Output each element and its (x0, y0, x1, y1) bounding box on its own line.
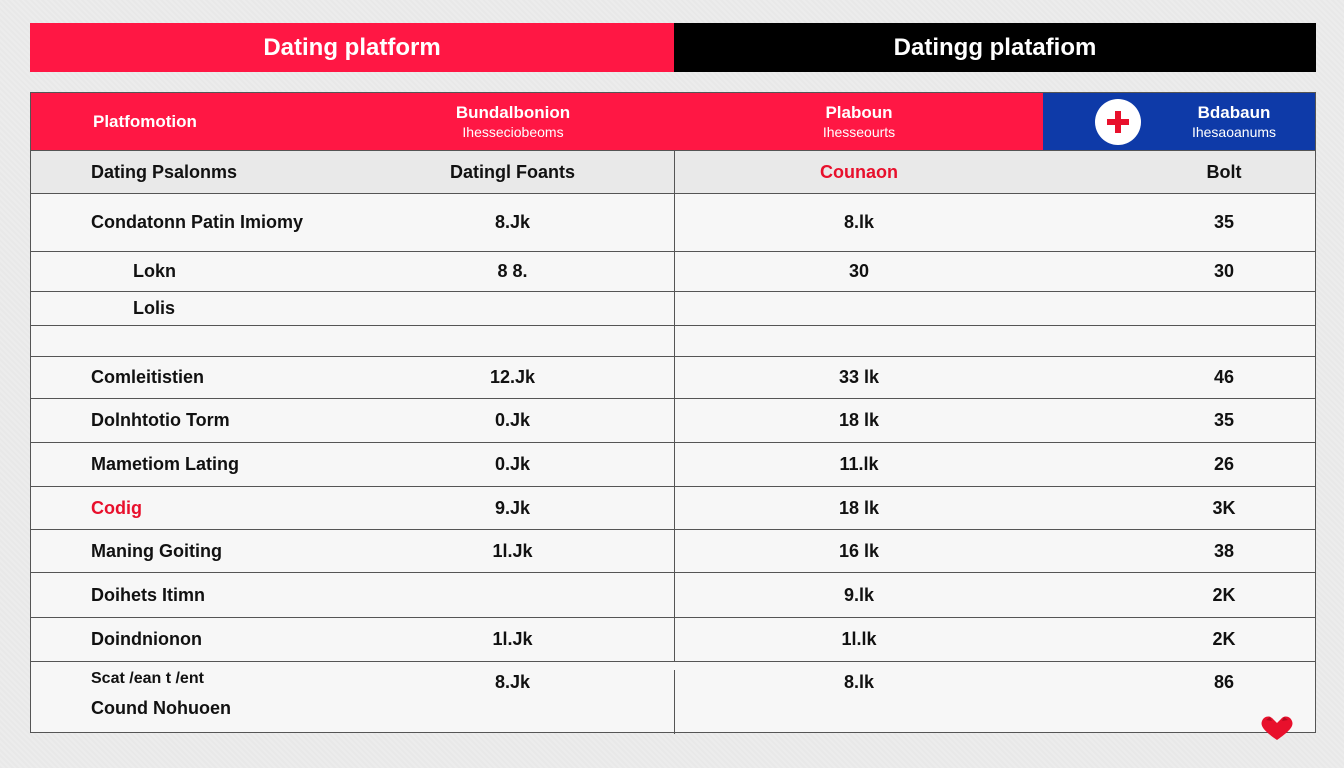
row-label-line-2: Cound Nohuoen (91, 698, 231, 718)
row-col-4: 2K (1212, 584, 1236, 605)
row-label: Dolnhtotio Torm (91, 410, 230, 430)
row-col-4: 2K (1212, 629, 1236, 649)
table-row: Condatonn Patin Imiomy 8.Jk 8.lk 35 (31, 193, 1315, 251)
table-row: Scat /ean t /ent Cound Nohuoen 8.Jk 8.lk… (31, 661, 1315, 734)
row-col-3: 33 lk (838, 367, 880, 387)
header-col-1-label: Platfomotion (93, 111, 197, 131)
row-label-line-1: Scat /ean t /ent (91, 670, 204, 687)
header-col-3-title: Plaboun (825, 103, 893, 122)
subheader-col-2: Datingl Foants (351, 151, 675, 193)
row-col-3: 16 lk (838, 540, 880, 561)
row-col-2: 0.Jk (351, 443, 675, 486)
title-left: Dating platform (30, 23, 674, 72)
row-col-2: 1l.Jk (351, 530, 675, 572)
table-row: Lokn 8 8. 30 30 (31, 251, 1315, 291)
row-col-4: 3K (1212, 497, 1236, 518)
row-col-2: 0.Jk (351, 399, 675, 442)
row-label: Condatonn Patin Imiomy (91, 212, 304, 232)
row-col-2: 8.Jk (351, 194, 675, 251)
row-col-4: 35 (1213, 212, 1235, 232)
header-col-4-subtitle: Ihesaoanums (1191, 124, 1277, 140)
header-col-4: Bdabaun Ihesaoanums (1043, 93, 1315, 150)
header-col-1: Platfomotion (31, 93, 351, 150)
table-row: Maning Goiting 1l.Jk 16 lk 38 (31, 529, 1315, 572)
row-col-3: 8.lk (843, 672, 875, 692)
row-col-3: 11.lk (839, 454, 879, 474)
table-row: Codig 9.Jk 18 lk 3K (31, 486, 1315, 529)
subheader-col-1: Dating Psalonms (91, 161, 238, 182)
row-col-3: 9.lk (843, 584, 875, 605)
row-col-4 (1043, 292, 1315, 325)
table-header: Platfomotion Bundalbonion Ihesseciobeoms… (31, 93, 1315, 150)
table-row (31, 325, 1315, 356)
row-col-4: 35 (1213, 410, 1235, 430)
row-col-3: 30 (848, 261, 870, 281)
row-col-3 (675, 292, 1043, 325)
row-label: Maning Goiting (91, 540, 222, 561)
table-row: Doindnionon 1l.Jk 1l.lk 2K (31, 617, 1315, 661)
table-row: Comleitistien 12.Jk 33 lk 46 (31, 356, 1315, 398)
subheader-col-4: Bolt (1206, 161, 1242, 182)
row-col-2 (351, 292, 675, 325)
row-col-4: 46 (1213, 367, 1235, 387)
row-col-2: 1l.Jk (351, 618, 675, 661)
table-row: Mametiom Lating 0.Jk 11.lk 26 (31, 442, 1315, 486)
header-col-2-title: Bundalbonion (455, 103, 571, 122)
row-label: Lolis (133, 298, 176, 318)
row-label: Lokn (133, 261, 176, 281)
header-col-3-subtitle: Ihesseourts (822, 124, 896, 140)
row-label: Doihets Itimn (91, 584, 206, 605)
row-label: Codig (91, 497, 142, 518)
row-col-3: 18 lk (838, 410, 880, 430)
row-col-4: 26 (1213, 454, 1235, 474)
row-col-2: 8 8. (351, 252, 675, 291)
row-label: Mametiom Lating (91, 454, 240, 474)
header-col-4-title: Bdabaun (1197, 103, 1271, 122)
row-label: Comleitistien (91, 367, 205, 387)
row-col-3: 1l.lk (841, 629, 877, 649)
table-row: Dolnhtotio Torm 0.Jk 18 lk 35 (31, 398, 1315, 442)
header-col-2: Bundalbonion Ihesseciobeoms (351, 93, 675, 150)
plus-icon (1095, 99, 1141, 145)
header-col-3: Plaboun Ihesseourts (675, 93, 1043, 150)
row-label (31, 326, 351, 356)
row-col-2 (351, 573, 675, 617)
row-label: Doindnionon (91, 629, 202, 649)
row-col-4: 38 (1213, 540, 1235, 561)
row-col-2 (351, 326, 675, 356)
row-col-2: 8.Jk (351, 670, 675, 734)
subheader-col-3: Counaon (820, 161, 898, 182)
row-col-3: 8.lk (843, 212, 875, 232)
row-col-4: 30 (1213, 261, 1235, 281)
subheader-row: Dating Psalonms Datingl Foants Counaon B… (31, 150, 1315, 193)
row-label: Scat /ean t /ent Cound Nohuoen (31, 670, 351, 719)
row-col-4: 86 (1213, 672, 1235, 692)
row-col-2: 12.Jk (351, 357, 675, 398)
header-col-2-subtitle: Ihesseciobeoms (462, 124, 564, 140)
heart-icon (1261, 716, 1293, 740)
comparison-table: Platfomotion Bundalbonion Ihesseciobeoms… (30, 92, 1316, 734)
row-col-4 (1043, 326, 1315, 356)
row-col-3 (675, 326, 1043, 356)
row-col-3: 18 lk (838, 497, 880, 518)
row-col-2: 9.Jk (351, 487, 675, 529)
table-row: Lolis (31, 291, 1315, 325)
table-row: Doihets Itimn 9.lk 2K (31, 572, 1315, 617)
title-bar: Dating platform Datingg platafiom (30, 23, 1316, 72)
title-right: Datingg platafiom (674, 23, 1316, 72)
